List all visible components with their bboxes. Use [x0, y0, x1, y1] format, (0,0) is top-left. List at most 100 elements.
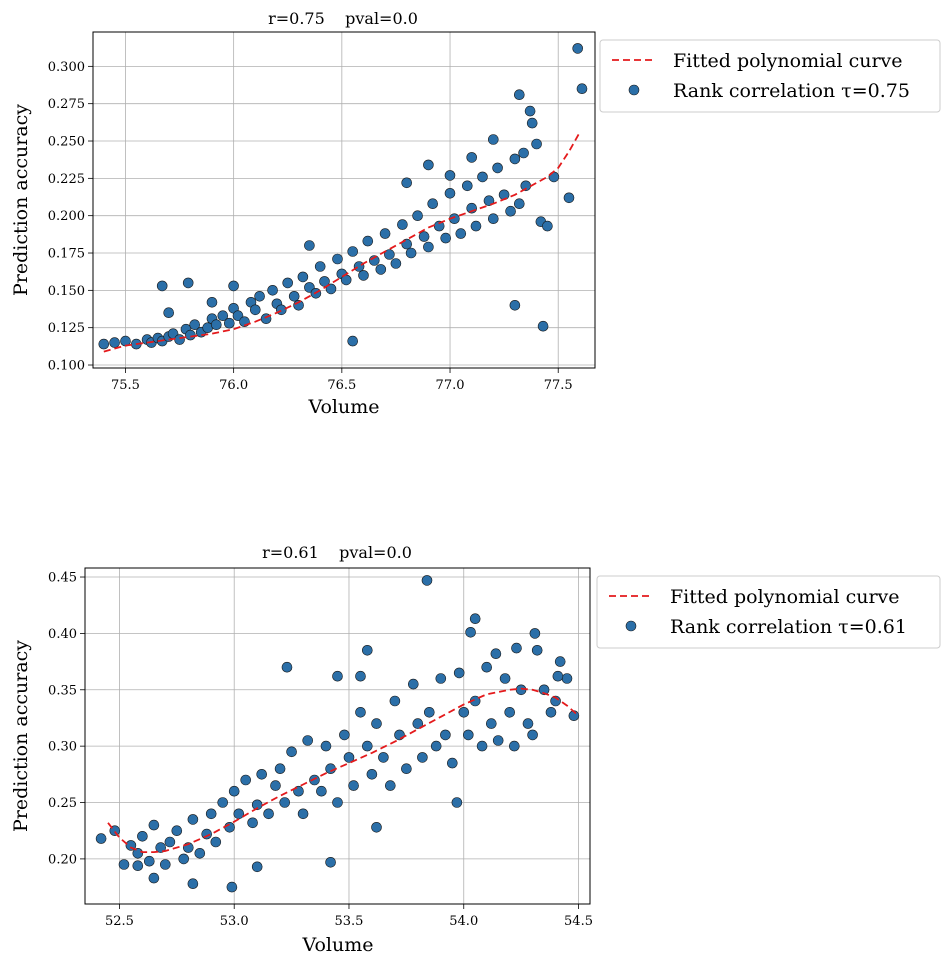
chart-2-data-point — [240, 774, 251, 786]
chart-1-legend: Fitted polynomial curve Rank correlation… — [599, 39, 941, 113]
chart-2-data-point — [247, 817, 258, 829]
chart-1-data-point — [109, 337, 120, 348]
chart-2-data-point — [343, 752, 355, 763]
chart-1-data-point — [332, 253, 343, 265]
chart-2-data-point — [465, 626, 476, 638]
chart-2-x-tick-label: 54.5 — [564, 914, 593, 929]
chart-1-data-point — [487, 134, 499, 145]
chart-2-data-point — [407, 678, 419, 690]
chart-1-y-tick-label: 0.275 — [48, 97, 85, 112]
chart-2-data-point — [270, 780, 281, 791]
chart-1-grid — [93, 32, 595, 368]
chart-1-data-point — [254, 290, 265, 302]
chart-1-data-point — [224, 317, 235, 329]
chart-1-data-point — [572, 43, 584, 54]
chart-2-data-point — [531, 644, 543, 656]
chart-1-data-point — [418, 231, 430, 242]
chart-1-data-point — [228, 280, 239, 292]
chart-2-data-point — [118, 859, 130, 870]
chart-1-data-point — [304, 240, 315, 251]
chart-2-data-point — [561, 673, 573, 684]
chart-2-data-point — [511, 642, 522, 654]
chart-2-data-point — [366, 768, 378, 780]
chart-1-y-tick-label: 0.175 — [48, 247, 85, 262]
chart-2-data-point — [171, 825, 183, 837]
chart-1-data-point — [182, 277, 194, 289]
chart-1-x-tick-label: 75.5 — [111, 378, 140, 393]
chart-1-legend-box — [599, 39, 941, 113]
chart-2-data-point — [453, 667, 465, 679]
chart-2-title: r=0.61 pval=0.0 — [262, 543, 412, 562]
chart-1-data-point — [427, 198, 439, 209]
chart-2-data-point — [210, 836, 222, 848]
chart-1-data-point — [174, 334, 185, 345]
chart-2-y-tick-label: 0.30 — [48, 740, 77, 755]
chart-1-data-point — [531, 138, 542, 150]
chart-1-data-point — [98, 338, 110, 350]
chart-2-data-point — [508, 740, 520, 752]
chart-2-data-point — [297, 808, 309, 820]
chart-2-y-tick-label: 0.20 — [48, 852, 77, 867]
chart-2-data-point — [435, 673, 447, 684]
chart-2-data-point — [302, 735, 314, 746]
chart-2-x-axis-label: Volume — [302, 934, 374, 956]
chart-1-data-point — [314, 261, 326, 272]
chart-2-y-axis-label: Prediction accuracy — [10, 640, 32, 832]
chart-2-data-point — [499, 673, 511, 684]
chart-2-data-point — [458, 706, 470, 718]
chart-2-data-point — [251, 861, 263, 873]
chart-2-data-point — [417, 752, 428, 763]
chart-2-fit-curve — [107, 687, 580, 853]
chart-2-data-point — [332, 797, 343, 808]
chart-2-data-point — [490, 648, 502, 660]
chart-1-data-point — [513, 89, 525, 100]
chart-2-data-point — [481, 661, 493, 673]
chart-2-data-point — [194, 847, 206, 859]
chart-1-y-tick-label: 0.125 — [48, 321, 85, 336]
chart-2-legend: Fitted polynomial curve Rank correlation… — [596, 575, 941, 649]
chart-2-data-point — [286, 746, 297, 758]
chart-1-data-point — [423, 159, 434, 171]
chart-1-data-point — [163, 307, 174, 319]
chart-2-data-point — [281, 661, 293, 673]
chart-2-data-point — [423, 706, 435, 718]
chart-2-data-point — [538, 684, 550, 696]
chart-2-x-tick-label: 54.0 — [449, 914, 478, 929]
chart-1-data-point — [275, 304, 287, 316]
chart-1-data-point — [444, 188, 456, 199]
chart-2-data-point — [527, 729, 538, 741]
chart-1-y-tick-label: 0.300 — [48, 60, 85, 75]
chart-1-data-point — [206, 296, 218, 308]
chart-1-data-point — [347, 246, 359, 257]
chart-1: r=0.75 pval=0.0 75.5 76.0 76.5 77.0 77.5 0.1… — [10, 9, 941, 418]
chart-2-data-point — [228, 785, 240, 797]
chart-1-points — [98, 43, 588, 350]
chart-2-data-point — [446, 757, 458, 769]
chart-1-data-point — [513, 198, 525, 209]
chart-1-data-point — [189, 319, 200, 331]
chart-1-x-tick-label: 77.5 — [544, 378, 573, 393]
chart-2-data-point — [389, 695, 401, 707]
chart-2-x-tick-label: 53.0 — [220, 914, 249, 929]
chart-2-data-point — [440, 729, 451, 741]
chart-2-data-point — [309, 774, 320, 786]
chart-2-y-tick-label: 0.35 — [48, 683, 77, 698]
chart-2-data-point — [394, 729, 405, 741]
chart-2-data-point — [187, 814, 199, 825]
chart-2-x-axis: 52.5 53.0 53.5 54.0 54.5 — [105, 904, 593, 929]
chart-2-x-tick-label: 53.5 — [335, 914, 364, 929]
chart-2-data-point — [205, 808, 217, 820]
chart-1-data-point — [461, 180, 473, 192]
chart-2-data-point — [451, 797, 463, 808]
chart-2-data-point — [256, 768, 268, 780]
chart-1-y-axis: 0.100 0.125 0.150 0.175 0.200 0.225 0.250 0.275… — [48, 60, 93, 374]
chart-2-legend-box — [596, 575, 941, 649]
chart-2-data-point — [529, 628, 541, 639]
chart-2-legend-scatter-label: Rank correlation τ=0.61 — [670, 616, 907, 638]
chart-2-x-tick-label: 52.5 — [105, 914, 134, 929]
chart-1-data-point — [401, 177, 413, 189]
chart-1-x-tick-label: 76.0 — [219, 378, 248, 393]
chart-1-data-point — [250, 304, 261, 316]
chart-2-data-point — [95, 833, 107, 844]
chart-2-data-point — [201, 828, 212, 840]
